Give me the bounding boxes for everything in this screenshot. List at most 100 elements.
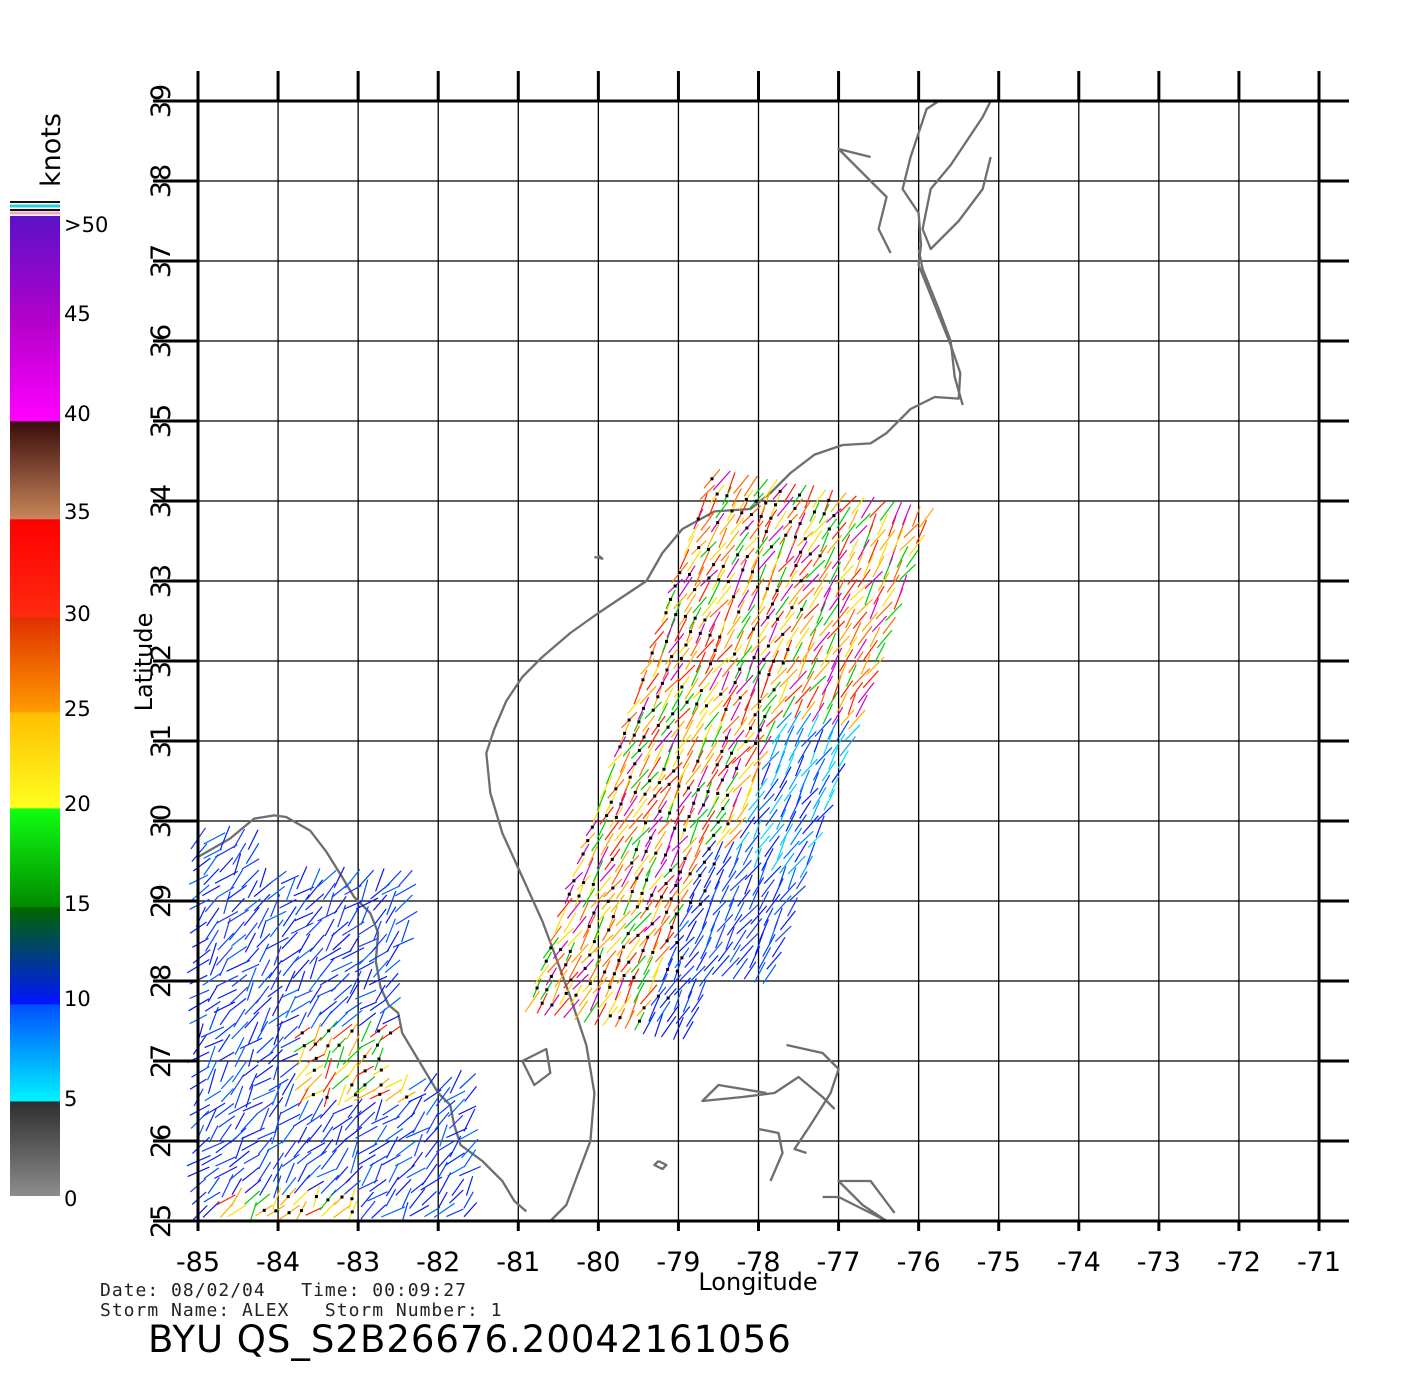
wind-vector xyxy=(411,1151,424,1168)
wind-vector xyxy=(760,822,774,840)
wind-vector xyxy=(741,788,753,810)
wind-vector xyxy=(752,876,765,896)
wind-vector xyxy=(875,601,893,620)
wind-vector xyxy=(625,938,641,960)
lat-tick-label: 30 xyxy=(146,804,177,838)
wind-vector xyxy=(271,1083,282,1106)
wind-vector xyxy=(375,868,385,892)
wind-vector xyxy=(344,959,364,973)
wind-vector xyxy=(297,1163,308,1183)
rain-flag xyxy=(636,933,640,937)
wind-vector xyxy=(246,967,257,992)
rain-flag xyxy=(664,639,668,643)
wind-vector xyxy=(809,771,820,794)
wind-vector xyxy=(614,824,629,842)
wind-vector xyxy=(915,519,928,544)
wind-vector xyxy=(797,654,808,679)
product-title: BYU QS_S2B26676.20042161056 xyxy=(148,1318,792,1361)
rain-flag xyxy=(738,696,742,700)
wind-vector xyxy=(374,1099,383,1121)
wind-vector xyxy=(779,823,794,846)
rain-flag xyxy=(630,890,634,894)
wind-vector xyxy=(435,1100,456,1118)
wind-vector xyxy=(824,546,836,569)
wind-vector xyxy=(320,1174,340,1194)
wind-vector xyxy=(215,975,239,987)
rain-flag xyxy=(665,910,669,914)
wind-vector xyxy=(733,716,748,737)
wind-vector xyxy=(408,1077,427,1091)
wind-vector xyxy=(849,621,862,646)
wind-vector xyxy=(664,677,680,693)
wind-vector xyxy=(572,857,585,877)
wind-vector xyxy=(733,929,747,951)
wind-vector xyxy=(341,947,365,960)
wind-vector xyxy=(244,1011,260,1029)
wind-vector xyxy=(761,750,780,770)
wind-vector xyxy=(231,974,248,987)
rain-flag xyxy=(756,585,760,589)
wind-vector xyxy=(715,500,730,519)
rain-flag xyxy=(781,632,785,636)
wind-vector xyxy=(361,1162,374,1187)
rain-flag xyxy=(707,576,711,580)
wind-vector xyxy=(309,947,324,964)
wind-vector xyxy=(712,470,731,491)
rain-flag xyxy=(645,907,649,911)
wind-vector xyxy=(381,1154,401,1166)
rain-flag xyxy=(605,814,609,818)
rain-flag xyxy=(590,825,594,829)
wind-vector xyxy=(296,1151,312,1165)
wind-vector xyxy=(869,626,881,648)
wind-vector xyxy=(305,1206,323,1216)
rain-flag xyxy=(683,614,687,618)
wind-vector xyxy=(675,1006,691,1024)
wind-vector xyxy=(395,910,418,925)
wind-vector xyxy=(775,596,790,616)
wind-vector xyxy=(405,1126,430,1139)
wind-vector xyxy=(678,936,695,953)
rain-flag xyxy=(766,615,770,619)
wind-vector xyxy=(787,855,806,875)
wind-vector xyxy=(587,845,598,866)
wind-vector xyxy=(830,492,847,513)
wind-vector xyxy=(732,957,748,980)
wind-vector xyxy=(241,869,260,888)
rain-flag xyxy=(724,736,728,740)
wind-vector xyxy=(769,734,781,760)
rain-flag xyxy=(725,765,729,769)
wind-vector xyxy=(268,1010,289,1025)
wind-vector xyxy=(738,761,755,780)
wind-vector xyxy=(764,720,776,744)
wind-vector xyxy=(435,1086,451,1107)
rain-flag xyxy=(692,801,696,805)
wind-vector xyxy=(309,956,318,980)
wind-vector xyxy=(230,1187,243,1207)
rain-flag xyxy=(721,807,725,811)
wind-vector xyxy=(354,989,377,1000)
rain-flag xyxy=(665,668,669,672)
wind-vector xyxy=(755,536,769,554)
wind-vector xyxy=(699,966,715,987)
wind-vector xyxy=(344,1165,363,1184)
wind-vector xyxy=(763,865,782,885)
wind-vector xyxy=(786,656,800,674)
wind-vector xyxy=(673,989,683,1011)
wind-vector xyxy=(333,984,353,1001)
rain-flag xyxy=(377,1057,381,1061)
wind-vector xyxy=(216,910,239,924)
wind-vector xyxy=(305,906,323,927)
wind-vector xyxy=(864,570,883,590)
wind-vector xyxy=(869,529,886,547)
wind-vector xyxy=(799,642,816,665)
wind-vector xyxy=(813,729,824,753)
wind-vector xyxy=(872,555,885,578)
storm-line: Storm Name: ALEX Storm Number: 1 xyxy=(100,1300,503,1321)
legend-tick-label: >50 xyxy=(64,213,108,237)
wind-vector xyxy=(694,921,708,945)
rain-flag xyxy=(653,794,657,798)
wind-vector xyxy=(235,1136,245,1160)
wind-vector xyxy=(809,616,824,637)
rain-flag xyxy=(772,659,776,663)
wind-vector xyxy=(259,1107,270,1132)
